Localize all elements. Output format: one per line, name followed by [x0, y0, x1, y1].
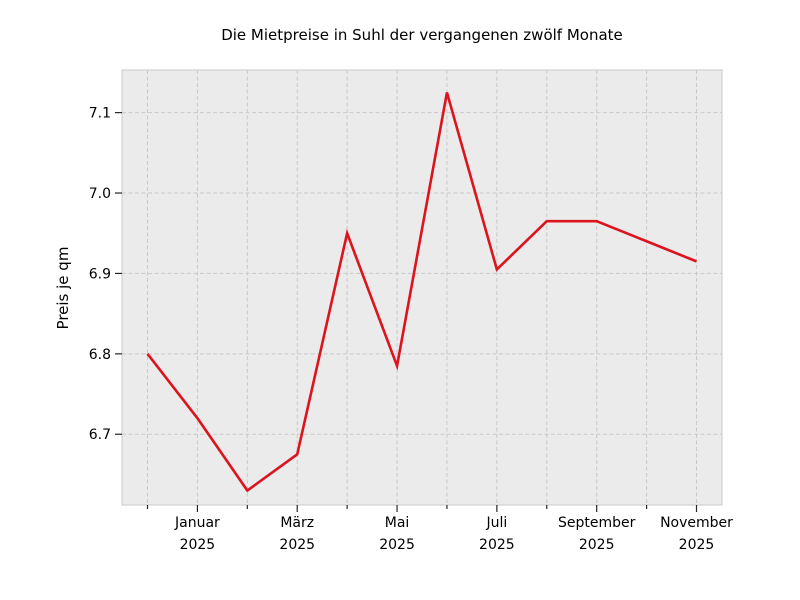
x-tick-label-month: Januar	[174, 515, 220, 531]
x-tick-label-year: 2025	[579, 537, 615, 553]
y-tick-label: 6.7	[89, 427, 111, 443]
x-tick-label-year: 2025	[180, 537, 216, 553]
x-tick-label-year: 2025	[379, 537, 415, 553]
y-tick-label: 7.1	[89, 106, 111, 122]
x-tick-label-month: Juli	[485, 515, 507, 531]
chart-title: Die Mietpreise in Suhl der vergangenen z…	[221, 26, 623, 44]
x-tick-label-month: September	[558, 515, 636, 531]
x-tick-label-month: Mai	[385, 515, 410, 531]
price-line	[146, 92, 697, 493]
x-tick-label-month: März	[280, 515, 314, 531]
x-tick-label-year: 2025	[279, 537, 315, 553]
y-tick-label: 7.0	[89, 186, 111, 202]
x-tick-label-year: 2025	[479, 537, 515, 553]
plot-background	[122, 70, 722, 505]
y-tick-label: 6.9	[89, 266, 111, 282]
x-tick-label-month: November	[660, 515, 733, 531]
y-tick-label: 6.8	[89, 347, 111, 363]
plot-border	[121, 69, 723, 506]
x-tick-label-year: 2025	[679, 537, 715, 553]
